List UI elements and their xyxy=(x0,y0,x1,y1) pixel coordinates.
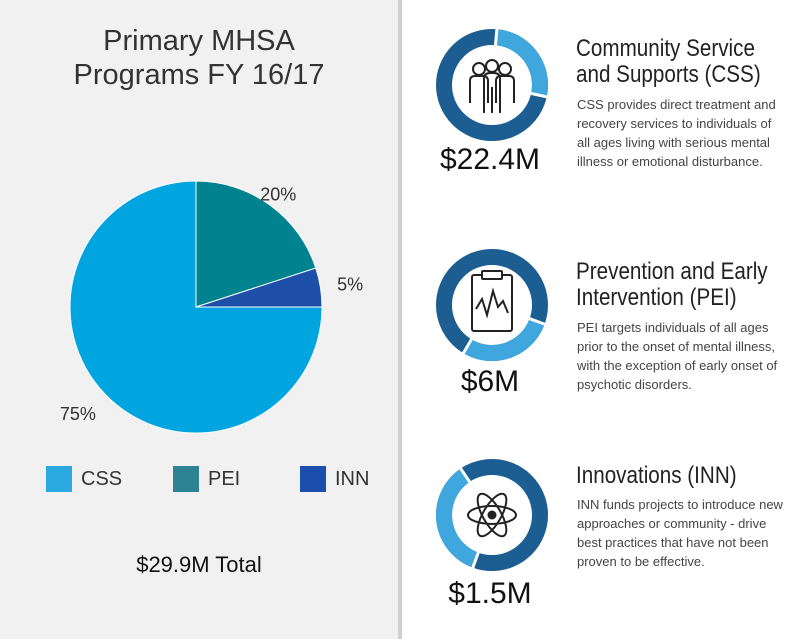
legend-label-pei: PEI xyxy=(208,467,241,490)
legend-item-css: CSS xyxy=(46,464,122,494)
pie-label-pei: 20% xyxy=(260,185,296,205)
chart-title-line2: Programs FY 16/17 xyxy=(73,59,325,91)
pie-label-inn: 5% xyxy=(337,275,363,295)
ring-gap xyxy=(461,337,474,355)
inn-title-line1: Innovations (INN) xyxy=(576,462,737,489)
ring-light-segment xyxy=(495,29,548,97)
legend-swatch-inn xyxy=(300,466,326,492)
inn-title: Innovations (INN) xyxy=(576,463,737,489)
ring-gap xyxy=(493,28,499,47)
chart-title-line1: Primary MHSA xyxy=(103,25,295,57)
pie-label-css: 75% xyxy=(60,404,96,424)
chart-title: Primary MHSA Programs FY 16/17 xyxy=(0,24,398,92)
pie-slice-css xyxy=(69,180,323,434)
atom-icon xyxy=(467,492,517,538)
ring-gap xyxy=(458,466,472,484)
css-title-line1: Community Service xyxy=(576,35,755,62)
legend-swatch-pei xyxy=(173,466,199,492)
ring-gap xyxy=(529,91,549,99)
ring-gap xyxy=(471,551,481,570)
ring-gap xyxy=(528,316,547,326)
css-description: CSS provides direct treatment and recove… xyxy=(577,97,776,169)
inn-description: INN funds projects to introduce new appr… xyxy=(577,497,783,569)
people-icon xyxy=(469,59,515,113)
legend-swatch-css xyxy=(46,466,72,492)
pei-ring xyxy=(436,249,548,361)
pie-chart: 20% 5% 75% xyxy=(60,180,363,434)
css-ring xyxy=(436,28,549,141)
pei-amount: $6M xyxy=(460,365,520,398)
legend-item-inn: INN xyxy=(300,464,369,494)
inn-amount: $1.5M xyxy=(448,577,532,610)
css-title: Community Service and Supports (CSS) xyxy=(576,36,761,88)
clipboard-chart-icon xyxy=(471,270,513,332)
css-amount: $22.4M xyxy=(439,143,541,176)
pei-title: Prevention and Early Intervention (PEI) xyxy=(576,259,768,311)
ring-light-segment xyxy=(463,318,545,361)
pei-title-line1: Prevention and Early xyxy=(576,258,768,285)
total-amount: $29.9M Total xyxy=(136,552,262,577)
pei-title-line2: Intervention (PEI) xyxy=(576,284,737,311)
pei-description: PEI targets individuals of all ages prio… xyxy=(577,320,778,392)
legend-item-pei: PEI xyxy=(173,464,240,494)
ring-light-segment xyxy=(436,468,479,568)
pie-slice-pei xyxy=(195,180,317,308)
css-title-line2: and Supports (CSS) xyxy=(576,61,761,88)
panel-divider xyxy=(398,0,402,639)
inn-ring xyxy=(436,459,548,571)
legend-label-inn: INN xyxy=(335,467,370,490)
legend-label-css: CSS xyxy=(81,467,123,490)
